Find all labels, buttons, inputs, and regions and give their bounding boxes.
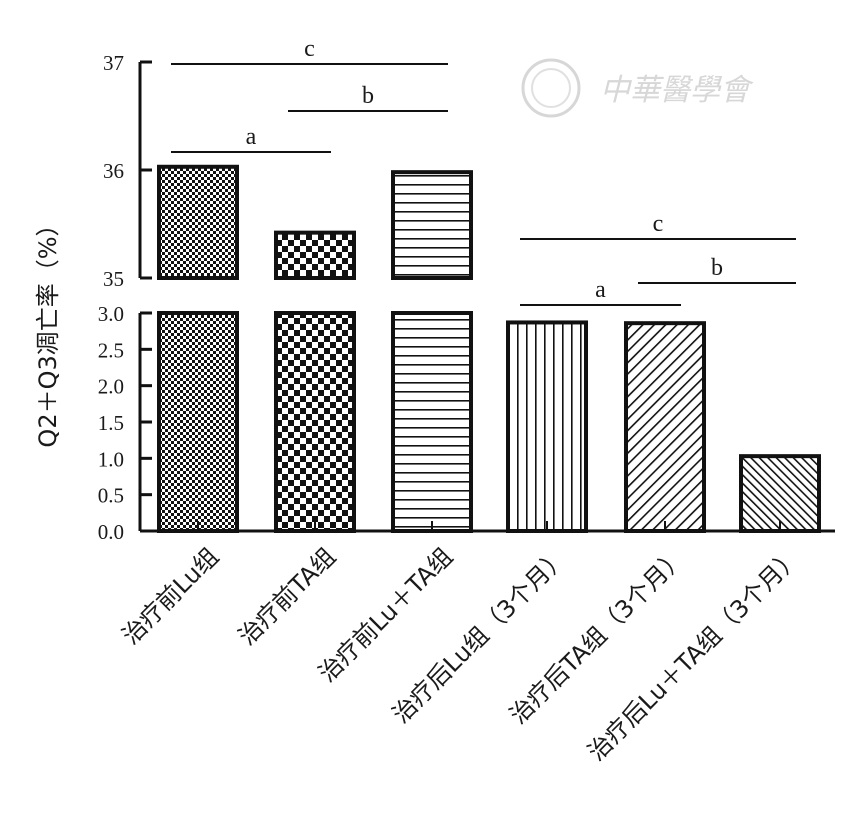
bar-upper: [157, 164, 239, 280]
y-tick-label-lower: 0.0: [98, 520, 124, 544]
bar: [739, 454, 821, 533]
watermark: 中華醫學會: [521, 58, 754, 118]
significance-label: a: [246, 124, 257, 150]
y-tick-label-lower: 3.0: [98, 302, 124, 326]
bar: [391, 311, 473, 533]
y-tick-label-lower: 2.0: [98, 375, 124, 399]
bar-upper: [391, 170, 473, 280]
bar: [157, 311, 239, 533]
significance-label: c: [304, 36, 315, 62]
y-tick-label-lower: 2.5: [98, 338, 124, 362]
y-tick-label-lower: 1.5: [98, 411, 124, 435]
significance-label: c: [653, 211, 664, 237]
watermark-seal-icon: [521, 58, 581, 118]
y-tick-label-upper: 35: [103, 267, 124, 291]
significance-label: b: [711, 255, 723, 281]
category-label: 治疗前Lu组: [117, 542, 225, 650]
y-tick-label-upper: 37: [103, 51, 124, 75]
axes: 35 36 37 0.0 0.5 1.0 1.5 2.0 2.5 3.0: [98, 51, 835, 544]
watermark-text: 中華醫學會: [600, 73, 754, 108]
y-tick-label-upper: 36: [103, 159, 124, 183]
bars: [157, 164, 821, 533]
bar: [624, 321, 706, 533]
watermark-seal-inner: [531, 68, 571, 108]
y-tick-label-lower: 1.0: [98, 447, 124, 471]
bar: [274, 311, 356, 533]
significance-brackets: a b c a b c: [171, 36, 796, 306]
bar: [506, 320, 588, 533]
significance-label: b: [362, 83, 374, 109]
y-axis-label: Q2＋Q3凋亡率（%）: [34, 212, 62, 447]
category-label: 治疗前TA组: [233, 542, 341, 650]
category-labels: 治疗前Lu组 治疗前TA组治疗前Lu＋TA组治疗后Lu组（3个月）治疗后TA组（3…: [117, 542, 807, 766]
y-tick-label-lower: 0.5: [98, 484, 124, 508]
significance-label: a: [595, 277, 606, 303]
bar-upper: [274, 230, 356, 280]
category-label: 治疗后Lu＋TA组（3个月）: [582, 542, 806, 766]
